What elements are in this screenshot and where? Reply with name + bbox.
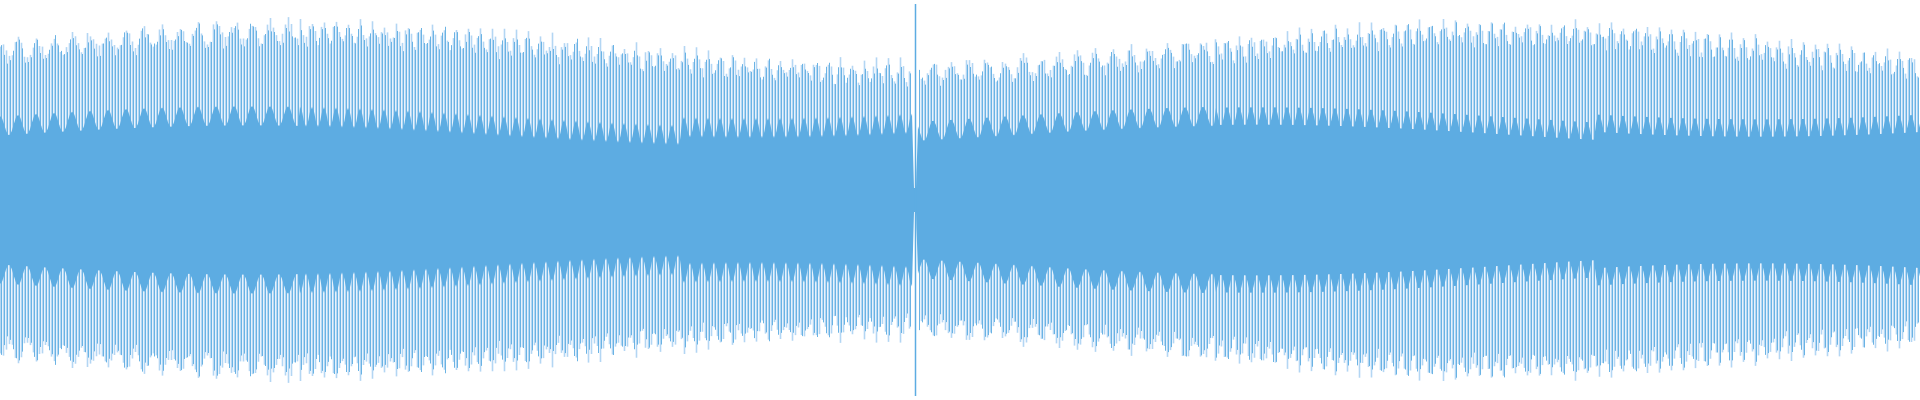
waveform-peaks bbox=[0, 17, 1919, 383]
waveform-body bbox=[0, 106, 1920, 294]
